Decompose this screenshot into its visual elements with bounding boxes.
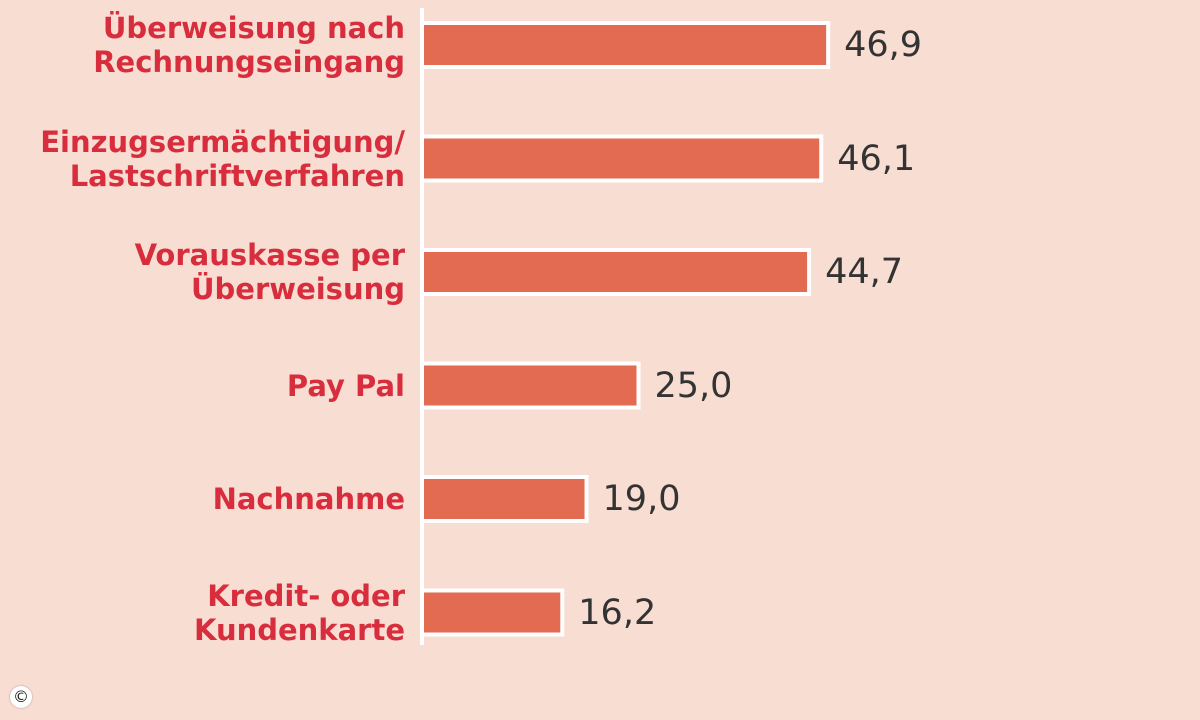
bar-0 (420, 21, 831, 69)
value-label-0: 46,9 (844, 25, 923, 65)
value-label-4: 19,0 (602, 479, 681, 519)
copyright-icon: © (10, 686, 32, 708)
category-label-4: Nachnahme (212, 482, 405, 516)
value-label-1: 46,1 (837, 138, 916, 179)
bar-5 (420, 588, 565, 637)
category-label-3: Pay Pal (286, 368, 405, 403)
bar-2 (420, 248, 812, 296)
category-label-0: Überweisung nach Rechnungseingang (93, 11, 405, 79)
category-label-1: Einzugsermächtigung/ Lastschriftverfahre… (40, 124, 405, 193)
category-label-5: Kredit- oder Kundenkarte (193, 578, 405, 647)
bar-4 (420, 475, 589, 523)
category-label-2: Vorauskasse per Überweisung (134, 238, 405, 306)
bars-group (420, 21, 831, 637)
value-label-3: 25,0 (654, 365, 733, 406)
value-label-5: 16,2 (578, 592, 657, 633)
value-label-2: 44,7 (825, 252, 904, 292)
bar-1 (420, 134, 824, 183)
bar-3 (420, 361, 641, 410)
